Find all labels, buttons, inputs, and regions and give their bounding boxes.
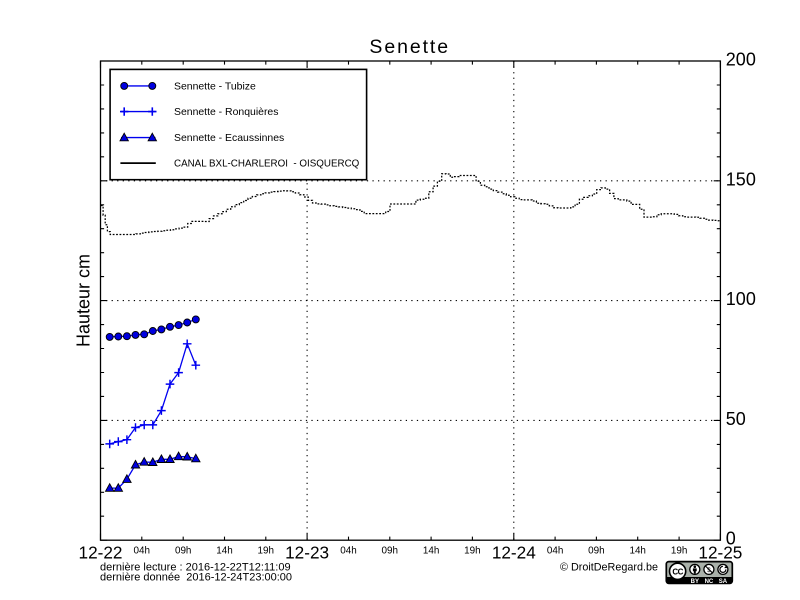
svg-text:14h: 14h xyxy=(216,545,232,556)
svg-text:Senette: Senette xyxy=(369,36,450,58)
svg-text:Sennette - Ecaussinnes: Sennette - Ecaussinnes xyxy=(174,133,284,144)
svg-text:CANAL BXL-CHARLEROI - OISQUER: CANAL BXL-CHARLEROI - OISQUERCQ xyxy=(174,159,360,170)
svg-text:19h: 19h xyxy=(464,545,480,556)
svg-text:Sennette - Tubize: Sennette - Tubize xyxy=(174,82,256,93)
svg-text:NC: NC xyxy=(705,579,714,585)
svg-text:12-24: 12-24 xyxy=(492,543,536,563)
svg-text:SA: SA xyxy=(719,579,728,585)
svg-text:19h: 19h xyxy=(671,545,687,556)
svg-text:$: $ xyxy=(707,567,711,574)
svg-text:dernière lecture : 2016-12-22T: dernière lecture : 2016-12-22T12:11:09 xyxy=(100,562,291,574)
svg-text:Sennette - Ronquières: Sennette - Ronquières xyxy=(174,107,278,118)
svg-text:Hauteur cm: Hauteur cm xyxy=(74,254,94,347)
svg-text:12-22: 12-22 xyxy=(79,543,123,563)
svg-text:04h: 04h xyxy=(547,545,563,556)
svg-text:100: 100 xyxy=(726,289,756,309)
svg-text:dernière donnée 2016-12-24T23: dernière donnée 2016-12-24T23:00:00 xyxy=(100,571,292,583)
svg-text:150: 150 xyxy=(726,169,756,189)
svg-text:50: 50 xyxy=(726,409,746,429)
svg-text:09h: 09h xyxy=(588,545,604,556)
svg-text:04h: 04h xyxy=(340,545,356,556)
svg-text:200: 200 xyxy=(726,50,756,70)
svg-text:14h: 14h xyxy=(423,545,439,556)
svg-text:19h: 19h xyxy=(258,545,274,556)
svg-text:0: 0 xyxy=(726,529,736,549)
svg-text:BY: BY xyxy=(691,579,699,585)
svg-text:09h: 09h xyxy=(175,545,191,556)
svg-text:12-25: 12-25 xyxy=(698,543,742,563)
svg-text:09h: 09h xyxy=(382,545,398,556)
svg-text:CC: CC xyxy=(672,567,683,576)
svg-text:14h: 14h xyxy=(629,545,645,556)
svg-text:12-23: 12-23 xyxy=(285,543,329,563)
svg-text:04h: 04h xyxy=(134,545,150,556)
svg-text:© DroitDeRegard.be: © DroitDeRegard.be xyxy=(560,562,658,574)
